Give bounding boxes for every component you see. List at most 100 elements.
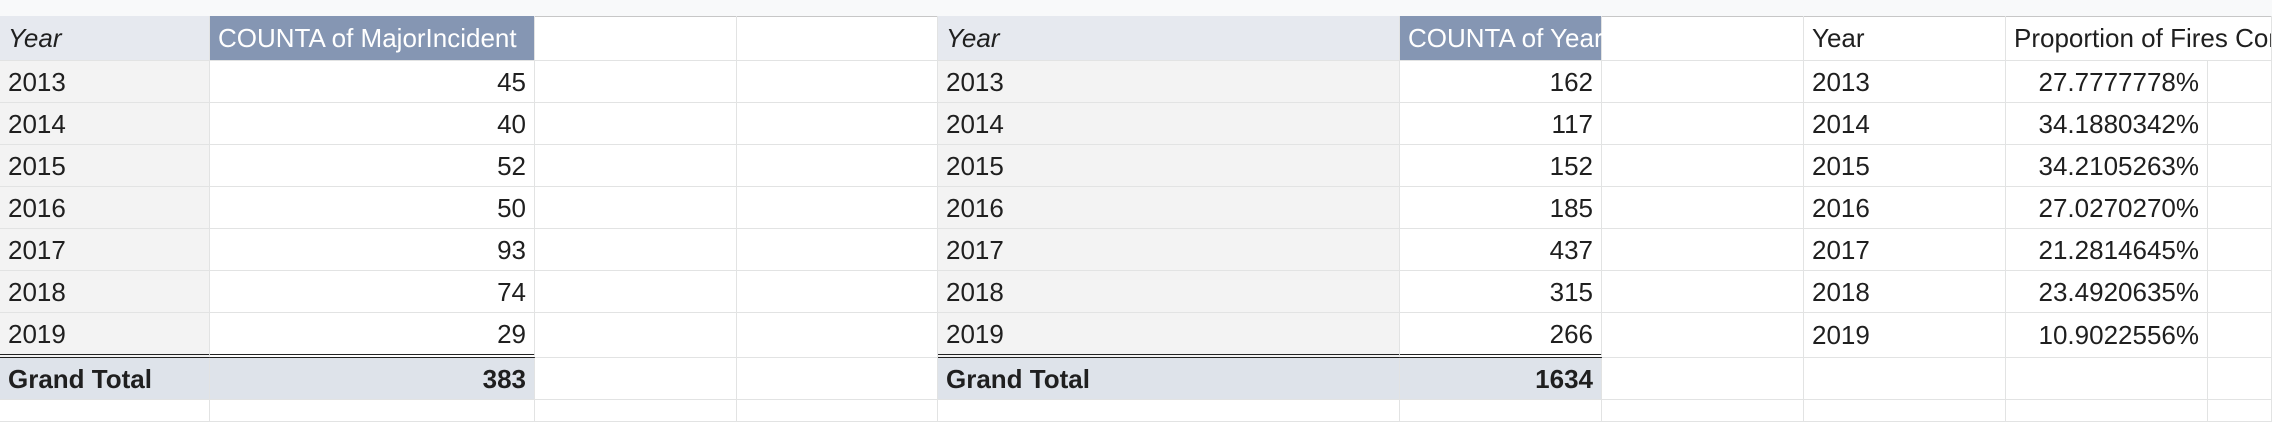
proportion-value-cell[interactable]: 34.2105263% bbox=[2006, 145, 2208, 187]
pivot1-year-cell[interactable]: 2016 bbox=[0, 187, 210, 229]
pivot2-year-cell[interactable]: 2016 bbox=[938, 187, 1400, 229]
proportion-value-cell[interactable]: 23.4920635% bbox=[2006, 271, 2208, 313]
pivot1-year-cell[interactable]: 2013 bbox=[0, 61, 210, 103]
empty-cell[interactable] bbox=[1602, 103, 1804, 145]
pivot1-value-cell[interactable]: 52 bbox=[210, 145, 535, 187]
empty-cell[interactable] bbox=[2208, 313, 2272, 358]
empty-cell[interactable] bbox=[2208, 103, 2272, 145]
empty-cell[interactable] bbox=[2208, 187, 2272, 229]
pivot2-value-cell[interactable]: 162 bbox=[1400, 61, 1602, 103]
empty-cell[interactable] bbox=[1602, 313, 1804, 358]
pivot1-year-cell[interactable]: 2018 bbox=[0, 271, 210, 313]
pivot2-value-cell[interactable]: 185 bbox=[1400, 187, 1602, 229]
pivot2-year-cell[interactable]: 2013 bbox=[938, 61, 1400, 103]
proportion-year-cell[interactable]: 2016 bbox=[1804, 187, 2006, 229]
pivot2-value-cell[interactable]: 152 bbox=[1400, 145, 1602, 187]
proportion-year-cell[interactable]: 2017 bbox=[1804, 229, 2006, 271]
proportion-value-cell[interactable]: 34.1880342% bbox=[2006, 103, 2208, 145]
empty-cell[interactable] bbox=[737, 145, 938, 187]
proportion-year-cell[interactable]: 2013 bbox=[1804, 61, 2006, 103]
empty-cell[interactable] bbox=[2006, 358, 2208, 400]
empty-cell[interactable] bbox=[2208, 16, 2272, 61]
empty-cell[interactable] bbox=[737, 16, 938, 61]
pivot2-grand-total-value[interactable]: 1634 bbox=[1400, 358, 1602, 400]
pivot1-year-cell[interactable]: 2014 bbox=[0, 103, 210, 145]
pivot1-value-cell[interactable]: 45 bbox=[210, 61, 535, 103]
pivot2-year-cell[interactable]: 2014 bbox=[938, 103, 1400, 145]
pivot1-year-cell[interactable]: 2015 bbox=[0, 145, 210, 187]
pivot2-year-cell[interactable]: 2017 bbox=[938, 229, 1400, 271]
empty-cell[interactable] bbox=[535, 103, 737, 145]
empty-cell[interactable] bbox=[210, 400, 535, 422]
proportion-header-year[interactable]: Year bbox=[1804, 16, 2006, 61]
pivot2-value-cell[interactable]: 266 bbox=[1400, 313, 1602, 358]
proportion-value-cell[interactable]: 27.0270270% bbox=[2006, 187, 2208, 229]
empty-cell[interactable] bbox=[1602, 229, 1804, 271]
empty-cell[interactable] bbox=[1602, 271, 1804, 313]
proportion-header-value[interactable]: Proportion of Fires Considered Major bbox=[2006, 16, 2272, 61]
proportion-year-cell[interactable]: 2015 bbox=[1804, 145, 2006, 187]
empty-cell[interactable] bbox=[1602, 187, 1804, 229]
empty-cell[interactable] bbox=[737, 229, 938, 271]
empty-cell[interactable] bbox=[737, 313, 938, 358]
proportion-year-cell[interactable]: 2014 bbox=[1804, 103, 2006, 145]
pivot2-value-cell[interactable]: 437 bbox=[1400, 229, 1602, 271]
pivot1-year-cell[interactable]: 2019 bbox=[0, 313, 210, 358]
empty-cell[interactable] bbox=[535, 61, 737, 103]
empty-cell[interactable] bbox=[2208, 271, 2272, 313]
empty-cell[interactable] bbox=[1804, 400, 2006, 422]
pivot2-header-year[interactable]: Year bbox=[938, 16, 1400, 61]
empty-cell[interactable] bbox=[2208, 229, 2272, 271]
empty-cell[interactable] bbox=[535, 145, 737, 187]
proportion-year-cell[interactable]: 2018 bbox=[1804, 271, 2006, 313]
empty-cell[interactable] bbox=[535, 271, 737, 313]
empty-cell[interactable] bbox=[1602, 145, 1804, 187]
proportion-value-cell[interactable]: 27.7777778% bbox=[2006, 61, 2208, 103]
pivot2-year-cell[interactable]: 2019 bbox=[938, 313, 1400, 358]
empty-cell[interactable] bbox=[535, 400, 737, 422]
pivot2-year-cell[interactable]: 2015 bbox=[938, 145, 1400, 187]
pivot2-value-cell[interactable]: 315 bbox=[1400, 271, 1602, 313]
empty-cell[interactable] bbox=[535, 229, 737, 271]
pivot1-header-value[interactable]: COUNTA of MajorIncident bbox=[210, 16, 535, 61]
empty-cell[interactable] bbox=[1400, 400, 1602, 422]
empty-cell[interactable] bbox=[2208, 61, 2272, 103]
empty-cell[interactable] bbox=[1602, 400, 1804, 422]
pivot2-grand-total-label[interactable]: Grand Total bbox=[938, 358, 1400, 400]
empty-cell[interactable] bbox=[737, 271, 938, 313]
pivot1-year-cell[interactable]: 2017 bbox=[0, 229, 210, 271]
pivot1-header-year[interactable]: Year bbox=[0, 16, 210, 61]
pivot1-value-cell[interactable]: 93 bbox=[210, 229, 535, 271]
empty-cell[interactable] bbox=[535, 358, 737, 400]
empty-cell[interactable] bbox=[535, 313, 737, 358]
empty-cell[interactable] bbox=[737, 187, 938, 229]
pivot1-value-cell[interactable]: 29 bbox=[210, 313, 535, 358]
empty-cell[interactable] bbox=[1804, 358, 2006, 400]
empty-cell[interactable] bbox=[2208, 145, 2272, 187]
empty-cell[interactable] bbox=[535, 16, 737, 61]
pivot2-value-cell[interactable]: 117 bbox=[1400, 103, 1602, 145]
pivot1-value-cell[interactable]: 50 bbox=[210, 187, 535, 229]
empty-cell[interactable] bbox=[737, 400, 938, 422]
empty-cell[interactable] bbox=[737, 358, 938, 400]
pivot1-grand-total-value[interactable]: 383 bbox=[210, 358, 535, 400]
empty-cell[interactable] bbox=[1602, 358, 1804, 400]
empty-cell[interactable] bbox=[535, 187, 737, 229]
empty-cell[interactable] bbox=[0, 400, 210, 422]
empty-cell[interactable] bbox=[737, 61, 938, 103]
pivot2-year-cell[interactable]: 2018 bbox=[938, 271, 1400, 313]
empty-cell[interactable] bbox=[737, 103, 938, 145]
empty-cell[interactable] bbox=[1602, 61, 1804, 103]
empty-cell[interactable] bbox=[2208, 358, 2272, 400]
empty-cell[interactable] bbox=[938, 400, 1400, 422]
proportion-value-cell[interactable]: 21.2814645% bbox=[2006, 229, 2208, 271]
empty-cell[interactable] bbox=[2208, 400, 2272, 422]
pivot1-value-cell[interactable]: 40 bbox=[210, 103, 535, 145]
proportion-value-cell[interactable]: 10.9022556% bbox=[2006, 313, 2208, 358]
pivot1-value-cell[interactable]: 74 bbox=[210, 271, 535, 313]
empty-cell[interactable] bbox=[2006, 400, 2208, 422]
empty-cell[interactable] bbox=[1602, 16, 1804, 61]
pivot2-header-value[interactable]: COUNTA of Year bbox=[1400, 16, 1603, 61]
pivot1-grand-total-label[interactable]: Grand Total bbox=[0, 358, 210, 400]
proportion-year-cell[interactable]: 2019 bbox=[1804, 313, 2006, 358]
